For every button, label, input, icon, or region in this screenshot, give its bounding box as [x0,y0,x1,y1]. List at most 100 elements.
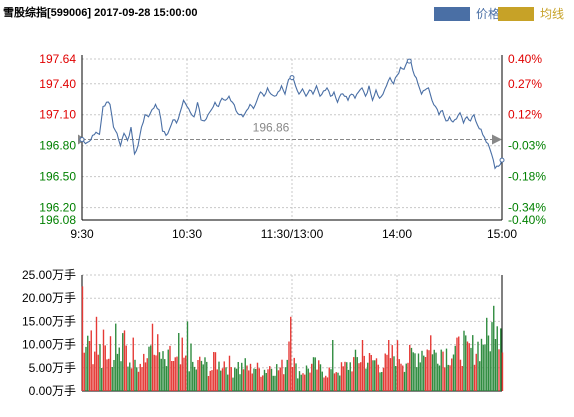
y-tick-left-label: 197.10 [39,108,76,122]
volume-bar [108,358,110,391]
volume-bar [405,363,407,391]
volume-bar [253,368,255,391]
volume-bar [400,363,402,391]
volume-bar [456,337,458,391]
volume-bar [269,366,271,391]
chart-header-title: 雪股综指[599006] 2017-09-28 15:00:00 [3,7,198,19]
volume-bar [417,353,420,391]
volume-bar [500,328,502,391]
volume-bar [232,377,234,391]
volume-bar [255,369,257,391]
volume-bar [95,316,98,391]
volume-bar [172,361,175,391]
volume-bar [349,362,351,391]
volume-bar [426,349,428,391]
volume-bar [311,363,313,391]
volume-bar [319,364,322,391]
volume-bar [297,378,299,391]
volume-bar [213,352,215,391]
volume-bar [235,368,238,391]
volume-bar [211,370,213,391]
volume-bar [102,329,105,391]
volume-bar [162,351,164,391]
volume-bar [414,353,416,391]
volume-y-tick-label: 25.00万手 [22,268,76,282]
volume-bar [206,361,208,391]
volume-bar [468,343,470,391]
y-tick-right-label: -0.18% [508,170,546,184]
volume-bar [244,358,246,391]
volume-bar [134,359,136,391]
volume-bar [384,353,386,391]
volume-bar [228,355,231,391]
volume-bar [395,366,397,391]
volume-bar [150,345,152,391]
volume-bar [410,347,413,391]
volume-bar [283,374,285,391]
volume-bar [487,335,490,391]
volume-bar [115,323,117,391]
volume-bar [458,336,460,391]
volume-bar [160,358,162,391]
volume-bar [379,372,381,391]
volume-bar [227,374,229,391]
volume-bar [419,362,421,391]
volume-bar [207,376,210,391]
volume-bar [484,344,486,391]
volume-bar [113,360,115,391]
volume-bar [440,349,442,391]
volume-bar [423,355,425,391]
volume-bar [267,369,269,391]
volume-bar [477,341,479,391]
legend-avg-label: 均线 [540,7,565,21]
volume-bar [332,340,334,391]
reference-label: 196.86 [253,121,290,135]
volume-bar [421,350,423,391]
volume-bar [258,368,260,391]
volume-bar [365,368,367,391]
volume-bar [465,335,467,391]
x-tick-label: 9:30 [70,227,94,241]
volume-bar [347,369,350,391]
volume-bar [374,360,376,391]
volume-bar [316,369,318,391]
volume-bar [270,368,273,391]
volume-bar [144,362,147,391]
volume-bar [491,322,493,391]
volume-bar [382,367,385,391]
volume-bar [323,377,325,391]
price-point [406,58,412,64]
volume-bar [151,323,154,391]
volume-bar [391,345,393,391]
volume-bar [214,352,217,391]
legend-price[interactable]: 价格 [434,5,500,22]
volume-bar [199,356,201,391]
volume-bar [356,357,358,391]
volume-bar [489,351,491,391]
volume-bar [363,355,365,391]
volume-bar [141,367,143,391]
volume-bar [479,361,481,391]
volume-bar [403,371,406,391]
y-tick-right-label: -0.40% [508,213,546,227]
volume-bar [165,366,168,391]
legend-avg[interactable]: 均线 [498,5,564,22]
volume-bar [239,374,241,391]
volume-bar [251,373,253,391]
volume-bar [148,346,150,391]
volume-bar [346,362,348,391]
volume-bar [433,349,435,391]
y-tick-right-label: -0.34% [508,201,546,215]
volume-bar [122,333,124,391]
volume-bar [284,367,287,391]
volume-bar [218,361,220,391]
volume-bar [416,367,418,391]
volume-bar [360,362,362,391]
volume-bar [179,364,182,391]
reference-right-marker [492,134,502,145]
volume-bar [412,352,414,391]
volume-bar [447,364,449,391]
volume-bar [130,368,133,391]
volume-bar [195,369,197,391]
volume-bar [281,359,283,391]
